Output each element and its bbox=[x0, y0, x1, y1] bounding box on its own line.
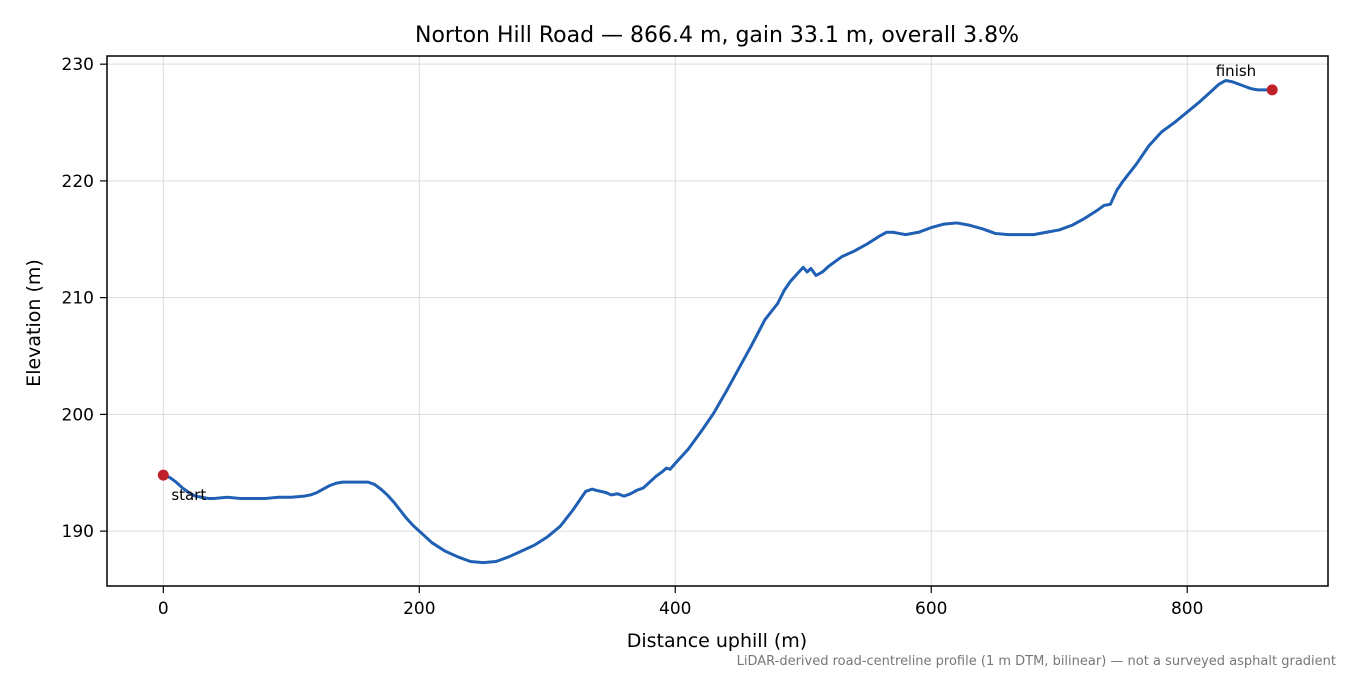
finish-marker bbox=[1266, 84, 1278, 96]
y-tick-label: 230 bbox=[62, 55, 94, 75]
start-label: start bbox=[171, 486, 206, 504]
data-source-footnote: LiDAR-derived road-centreline profile (1… bbox=[737, 654, 1336, 669]
y-tick-label: 200 bbox=[62, 405, 94, 425]
x-tick-label: 600 bbox=[915, 599, 947, 619]
finish-label: finish bbox=[1216, 62, 1256, 80]
y-tick-label: 190 bbox=[62, 522, 94, 542]
y-tick-label: 210 bbox=[62, 289, 94, 309]
y-axis-ticks: 190 200 210 220 230 bbox=[62, 55, 107, 542]
plot-frame bbox=[106, 55, 1329, 587]
x-axis-label: Distance uphill (m) bbox=[627, 630, 807, 652]
elevation-line bbox=[161, 79, 1274, 565]
y-tick-label: 220 bbox=[62, 172, 94, 192]
chart-title: Norton Hill Road — 866.4 m, gain 33.1 m,… bbox=[415, 23, 1019, 48]
x-tick-label: 400 bbox=[659, 599, 691, 619]
x-axis-ticks: 0 200 400 600 800 bbox=[158, 586, 1203, 619]
endpoint-markers: start finish bbox=[157, 62, 1278, 504]
start-marker bbox=[157, 469, 169, 481]
x-tick-label: 800 bbox=[1171, 599, 1203, 619]
x-tick-label: 200 bbox=[403, 599, 435, 619]
grid-lines bbox=[107, 56, 1328, 586]
y-axis-label: Elevation (m) bbox=[23, 259, 45, 387]
x-tick-label: 0 bbox=[158, 599, 169, 619]
